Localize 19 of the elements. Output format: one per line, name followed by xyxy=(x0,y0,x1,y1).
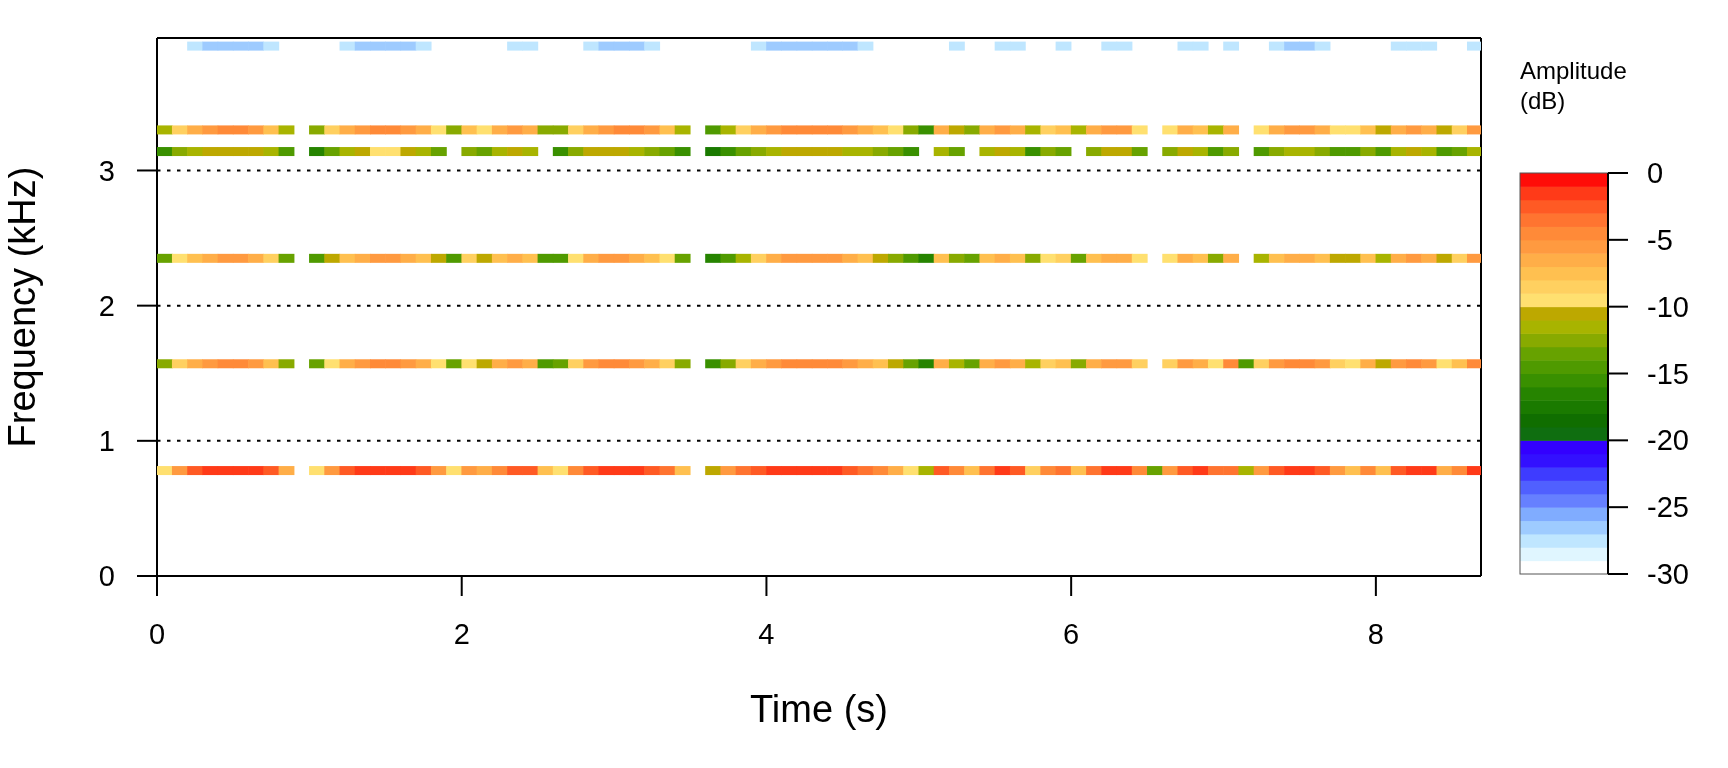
color-bar-label: -10 xyxy=(1647,290,1689,323)
color-bar-label: 0 xyxy=(1647,157,1664,189)
color-bar-title: Amplitude (dB) xyxy=(1520,56,1628,116)
color-bar-label: -15 xyxy=(1647,357,1689,390)
color-bar-label: -25 xyxy=(1647,491,1689,524)
x-tick-label: 2 xyxy=(453,617,470,650)
y-axis-title: Frequency (kHz) xyxy=(1,166,43,448)
y-tick-label: 0 xyxy=(98,560,115,593)
x-tick-label: 0 xyxy=(148,617,166,650)
color-bar-label: -20 xyxy=(1647,424,1689,457)
y-tick-label: 3 xyxy=(98,154,115,187)
color-bar-label: -5 xyxy=(1647,223,1673,256)
x-tick-label: 8 xyxy=(1367,617,1384,650)
y-tick-label: 1 xyxy=(98,425,115,458)
x-tick-label: 6 xyxy=(1063,617,1080,650)
y-tick-label: 2 xyxy=(98,289,115,322)
color-bar-label: -30 xyxy=(1647,558,1689,590)
x-tick-label: 4 xyxy=(758,617,775,650)
x-axis-title: Time (s) xyxy=(750,688,888,730)
